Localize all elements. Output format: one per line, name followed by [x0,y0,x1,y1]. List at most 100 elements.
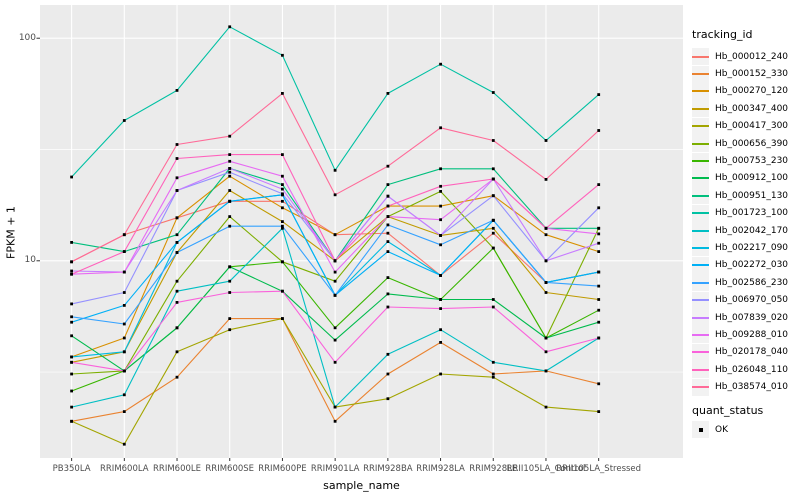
data-point [281,289,284,293]
data-point [122,233,126,237]
legend-key-line-icon [692,73,709,76]
legend-item: Hb_000951_130 [692,187,798,205]
data-point [175,289,179,293]
data-point [175,350,179,354]
data-point [439,190,442,193]
data-point [597,336,601,340]
data-point [70,405,73,409]
y-tick-label: 10 [24,255,36,266]
data-point [333,233,337,237]
data-point [228,224,232,228]
data-point [122,442,126,446]
data-point [333,168,337,172]
legend-key [692,256,709,274]
data-point [386,372,390,376]
legend-key-line-icon [692,125,709,128]
data-point [439,204,442,208]
legend-item-label: Hb_026048_110 [715,364,789,375]
legend2-key [692,421,709,438]
data-point [228,159,232,163]
legend-key-line-icon [692,299,709,302]
legend-item-label: Hb_007839_020 [715,312,789,323]
legend-item: Hb_006970_050 [692,291,798,309]
data-point [122,369,126,373]
data-point [228,189,232,192]
data-point [386,276,390,279]
legend-key [692,222,709,240]
data-point [228,170,232,174]
legend-item-label: Hb_002217_090 [715,242,789,253]
data-point [597,284,601,288]
legend-item-label: Hb_038574_010 [715,382,789,393]
legend: tracking_id Hb_000012_240 Hb_000152_330 Hb… [692,28,798,438]
data-point [70,175,73,179]
legend-key [692,239,709,257]
data-point [175,251,179,254]
data-point [70,241,73,244]
legend-item-label: Hb_000417_300 [715,121,789,132]
data-point [386,164,390,168]
legend-item-label: Hb_000656_390 [715,138,789,149]
data-point [597,93,601,96]
data-point [491,226,495,230]
data-point [228,317,232,320]
data-point [70,334,73,338]
data-point [122,270,126,274]
legend-key [692,361,709,379]
x-tick-label: RRII105LA_Stressed [556,464,642,474]
data-point [281,53,284,57]
legend-item: Hb_020178_040 [692,343,798,361]
data-point [333,293,337,297]
data-point [333,279,337,283]
data-point [281,183,284,186]
data-point [228,134,232,138]
data-point [281,224,284,228]
data-point [70,315,73,319]
data-point [122,250,126,253]
legend-item: Hb_000152_330 [692,65,798,83]
data-point [70,372,73,376]
data-point [544,178,548,181]
data-point [386,223,390,227]
data-point [122,322,126,326]
legend-item: Hb_000347_400 [692,100,798,118]
data-point [597,250,601,253]
data-point [175,157,179,160]
data-point [544,350,548,354]
data-point [175,241,179,244]
data-point [386,204,390,208]
data-point [439,62,442,66]
legend-key-line-icon [692,142,709,145]
legend-item-label: Hb_000951_130 [715,190,789,201]
data-point [333,259,337,263]
legend-quant-status: quant_status OK [692,404,798,438]
legend2-title: quant_status [692,403,764,417]
data-point [70,269,73,273]
legend-item: Hb_002042_170 [692,222,798,240]
legend-title: tracking_id [692,28,753,41]
data-point [333,419,337,423]
data-point [175,143,179,146]
data-point [175,301,179,304]
legend-key-line-icon [692,194,709,197]
legend-key [692,326,709,344]
data-point [228,291,232,294]
x-tick-label: PB350LA [52,464,91,474]
legend2-items: OK [692,421,798,438]
data-point [386,250,390,253]
data-point [491,372,495,376]
legend2-item: OK [692,421,798,438]
data-point [597,382,601,386]
data-point [70,302,73,306]
x-tick-label: RRIM928LE [469,464,518,474]
data-point [228,167,232,170]
data-point [439,298,442,301]
legend-key [692,100,709,118]
data-point [544,226,548,230]
legend-key [692,135,709,153]
data-point [281,226,284,230]
data-point [386,305,390,309]
legend-item: Hb_000270_120 [692,82,798,100]
data-point [439,328,442,332]
